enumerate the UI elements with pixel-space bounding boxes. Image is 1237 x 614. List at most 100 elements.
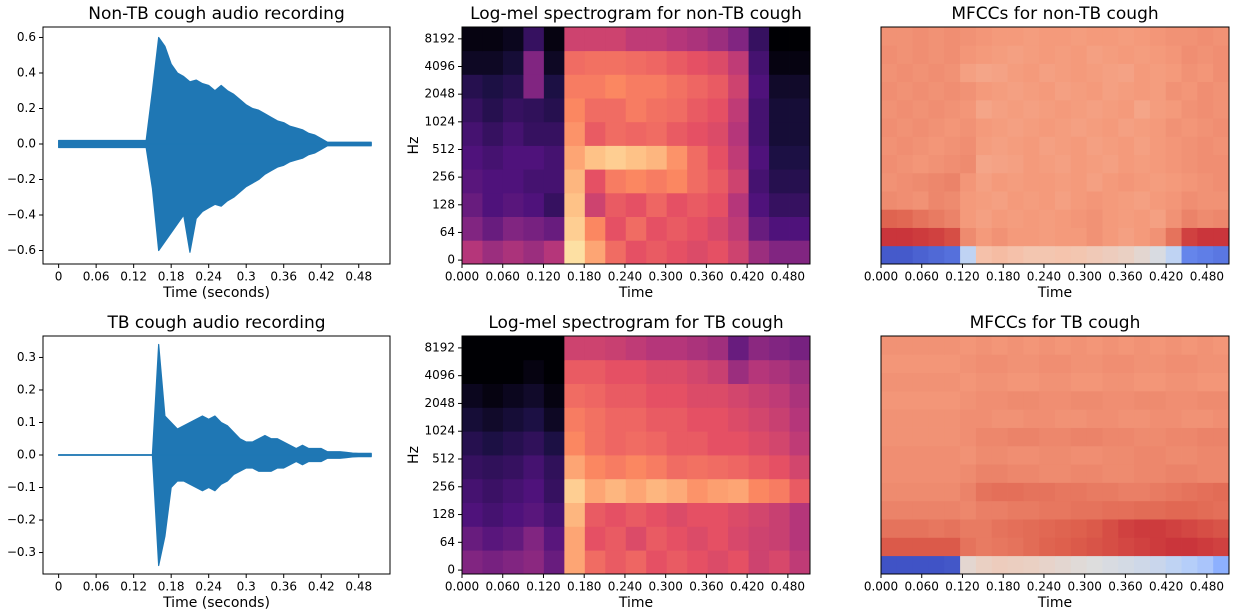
heat-cell	[605, 407, 627, 432]
plot-area	[462, 336, 810, 574]
heat-cell	[1055, 336, 1072, 355]
x-tick-label: 0.36	[270, 270, 297, 284]
x-tick-label: 0.24	[195, 270, 222, 284]
heat-cell	[944, 245, 961, 264]
heat-cell	[769, 431, 790, 456]
x-axis-label: Time (seconds)	[162, 595, 270, 611]
heat-cell	[1007, 172, 1024, 192]
heat-cell	[687, 74, 709, 99]
heat-cell	[625, 27, 647, 52]
heat-cell	[881, 136, 898, 156]
heat-cell	[944, 136, 961, 156]
heat-cell	[1197, 409, 1214, 428]
x-tick-label: 0.18	[158, 270, 185, 284]
heat-cell	[1023, 81, 1040, 101]
heat-cell	[928, 464, 945, 483]
heat-cell	[1086, 336, 1103, 355]
heat-cell	[944, 63, 961, 83]
heat-cell	[707, 50, 729, 75]
heat-cell	[605, 455, 627, 480]
heat-cell	[1165, 27, 1182, 46]
heat-cell	[991, 482, 1008, 502]
heat-cell	[1181, 427, 1198, 447]
heat-cell	[1102, 336, 1119, 355]
heat-cell	[881, 427, 898, 447]
heat-cell	[543, 478, 565, 503]
heat-cell	[975, 45, 993, 64]
y-tick-label: 0.4	[17, 65, 36, 79]
x-tick-label: 0.240	[1027, 270, 1061, 284]
heat-cell	[666, 455, 688, 480]
heat-cell	[1149, 519, 1167, 538]
heat-cell	[543, 359, 565, 384]
heat-cell	[881, 537, 898, 557]
heat-cell	[666, 359, 688, 384]
heat-cell	[991, 245, 1008, 264]
heat-cell	[912, 519, 929, 538]
y-tick-label: 128	[432, 197, 455, 211]
heat-cell	[543, 455, 565, 480]
x-tick-label: 0.42	[308, 580, 335, 594]
heat-cell	[928, 500, 945, 520]
heat-cell	[1118, 445, 1135, 465]
heat-cell	[728, 121, 749, 146]
heat-cell	[1149, 390, 1167, 410]
heat-cell	[960, 519, 977, 538]
heat-cell	[748, 478, 770, 503]
heat-cell	[1086, 227, 1103, 247]
heat-cell	[928, 519, 945, 538]
heat-cell	[1118, 409, 1135, 428]
heat-cell	[1165, 464, 1182, 483]
heat-cell	[1165, 336, 1182, 355]
heat-cell	[769, 478, 790, 503]
heat-cell	[1165, 154, 1182, 174]
heat-cell	[564, 431, 586, 456]
heat-cell	[1039, 191, 1056, 210]
heat-cell	[1134, 482, 1151, 502]
heat-cell	[625, 359, 647, 384]
heat-cell	[502, 407, 524, 432]
heat-cell	[944, 500, 961, 520]
heat-cell	[1165, 537, 1182, 557]
heat-cell	[1039, 519, 1056, 538]
heat-cell	[1149, 191, 1167, 210]
heat-cell	[666, 216, 688, 241]
heat-cell	[912, 482, 929, 502]
y-tick-label: 256	[432, 170, 455, 184]
heat-cell	[564, 98, 586, 123]
heat-cell	[881, 81, 898, 101]
heat-cell	[748, 121, 770, 146]
heat-cell	[646, 74, 668, 99]
heat-cell	[881, 227, 898, 247]
heat-cell	[991, 63, 1008, 83]
heat-cell	[1165, 99, 1182, 119]
heat-cell	[1134, 136, 1151, 156]
heat-cell	[1102, 445, 1119, 465]
heat-cell	[584, 74, 606, 99]
heat-cell	[687, 121, 709, 146]
x-axis-label: Time	[1037, 595, 1072, 611]
heat-cell	[1149, 81, 1167, 101]
heat-cell	[1023, 336, 1040, 355]
heat-cell	[928, 191, 945, 210]
heat-cell	[564, 526, 586, 551]
heat-cell	[543, 240, 565, 264]
heat-cell	[1023, 555, 1040, 574]
heat-cell	[1165, 191, 1182, 210]
heat-cell	[646, 550, 668, 574]
heat-cell	[543, 98, 565, 123]
heat-cell	[944, 482, 961, 502]
heat-cell	[1118, 118, 1135, 137]
heat-cell	[1213, 245, 1229, 264]
heat-cell	[1102, 27, 1119, 46]
heat-cell	[1134, 445, 1151, 465]
heat-cell	[912, 172, 929, 192]
heat-cell	[1213, 118, 1229, 137]
heat-cell	[1055, 118, 1072, 137]
heat-cell	[1134, 172, 1151, 192]
heat-cell	[975, 500, 993, 520]
heat-cell	[1086, 209, 1103, 228]
y-tick-label: 512	[432, 142, 455, 156]
heat-cell	[543, 336, 565, 361]
x-tick-label: 0.48	[345, 270, 372, 284]
